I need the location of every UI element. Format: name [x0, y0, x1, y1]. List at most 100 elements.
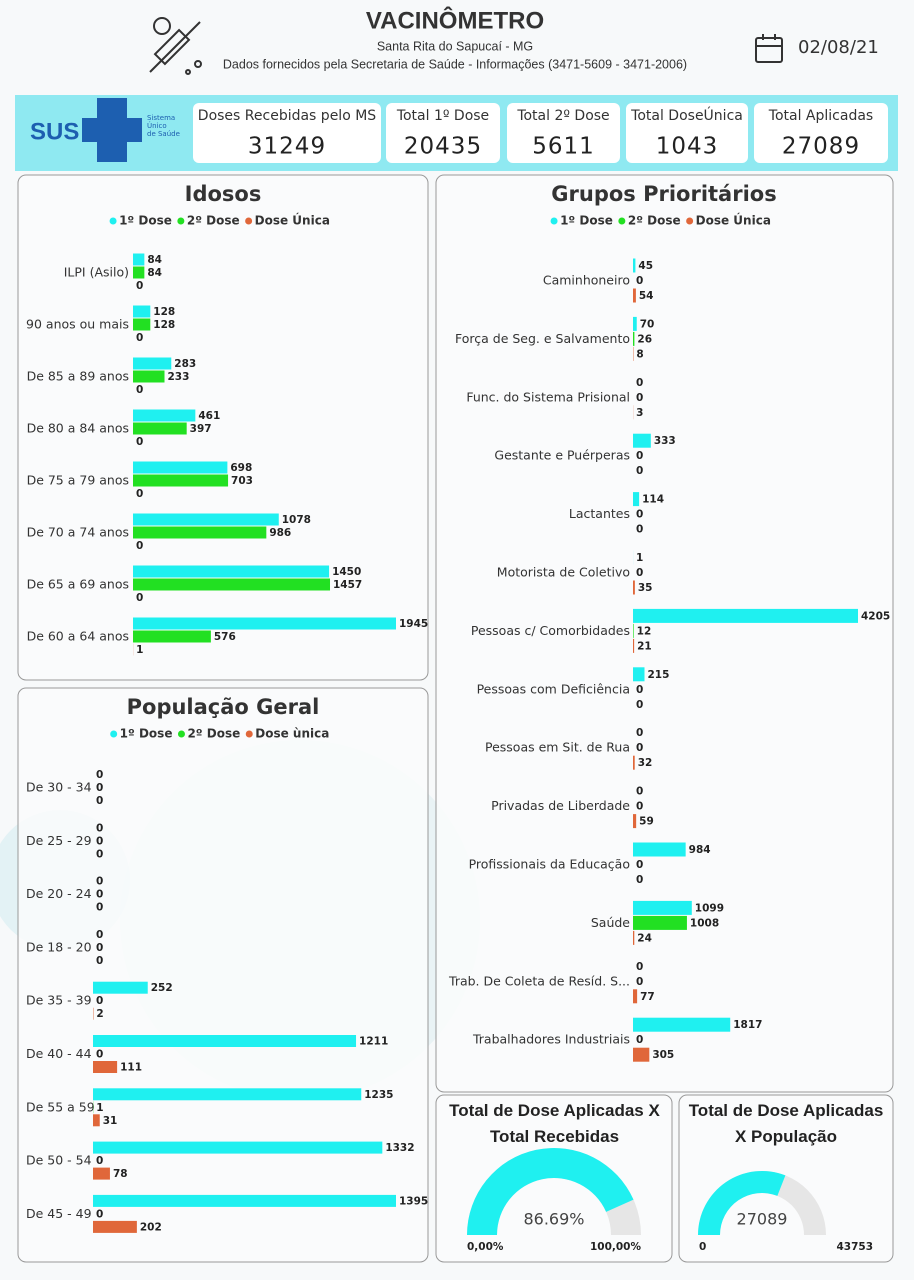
chart-title: Grupos Prioritários — [551, 182, 776, 206]
bar — [93, 1167, 110, 1180]
value-label: 0 — [96, 1049, 103, 1061]
legend-swatch — [177, 730, 185, 738]
bar — [133, 370, 165, 383]
bar — [633, 331, 635, 346]
bar — [133, 461, 228, 474]
legend: 1º Dose 2º Dose Dose Única — [109, 213, 330, 228]
legend-label: 2º Dose — [187, 727, 240, 741]
kpi-card — [507, 103, 620, 163]
gauge-max-label: 43753 — [836, 1241, 873, 1253]
kpi-label: Total 2º Dose — [516, 108, 609, 124]
bar — [133, 630, 211, 643]
gauge-min-label: 0 — [699, 1241, 706, 1253]
bar — [633, 1017, 731, 1032]
date: 02/08/21 — [798, 37, 879, 58]
value-label: 35 — [638, 582, 653, 594]
legend-swatch — [686, 217, 694, 225]
value-label: 1078 — [282, 514, 311, 526]
value-label: 0 — [636, 961, 643, 973]
value-label: 397 — [190, 423, 212, 435]
bar — [133, 422, 187, 435]
value-label: 12 — [637, 625, 652, 637]
panel — [17, 174, 429, 681]
legend-label: 1º Dose — [560, 214, 613, 228]
value-label: 0 — [96, 795, 103, 807]
value-label: 4205 — [861, 610, 890, 622]
title: VACINÔMETRO — [366, 6, 544, 34]
bar — [633, 755, 635, 770]
value-label: 1099 — [695, 902, 724, 914]
value-label: 0 — [136, 384, 143, 396]
bar — [93, 1035, 357, 1047]
value-label: 26 — [637, 333, 652, 345]
value-label: 0 — [636, 859, 643, 871]
category-label: Lactantes — [569, 506, 630, 521]
bar — [93, 1061, 118, 1073]
value-label: 1235 — [364, 1089, 393, 1101]
value-label: 128 — [153, 319, 175, 331]
category-label: Caminhoneiro — [543, 273, 630, 288]
value-label: 0 — [96, 876, 103, 888]
bar — [133, 617, 396, 630]
bar — [633, 814, 637, 829]
value-label: 0 — [636, 275, 643, 287]
bar — [633, 915, 687, 930]
value-label: 333 — [654, 435, 676, 447]
value-label: 45 — [638, 260, 653, 272]
value-label: 1008 — [690, 917, 719, 929]
category-label: De 25 - 29 — [26, 833, 92, 848]
value-label: 1211 — [359, 1036, 388, 1048]
bar — [133, 253, 145, 266]
value-label: 0 — [96, 995, 103, 1007]
value-label: 84 — [147, 254, 162, 266]
legend-label: 2º Dose — [187, 214, 240, 228]
subtitle: Santa Rita do Sapucaí - MG — [377, 39, 533, 53]
logo-cross — [82, 98, 142, 162]
bar — [633, 930, 635, 945]
value-label: 1945 — [399, 618, 428, 630]
bar — [633, 433, 651, 448]
legend: 1º Dose 2º Dose Dose ùnica — [110, 727, 329, 741]
category-label: Motorista de Coletivo — [497, 565, 630, 580]
value-label: 0 — [636, 742, 643, 754]
bar — [93, 1114, 100, 1127]
value-label: 0 — [636, 874, 643, 886]
bar — [633, 842, 686, 857]
value-label: 54 — [639, 290, 654, 302]
value-label: 0 — [636, 465, 643, 477]
legend-swatch — [618, 217, 626, 225]
category-label: Saúde — [591, 915, 630, 930]
bar — [633, 288, 636, 303]
value-label: 252 — [151, 982, 173, 994]
gauge-title: Total de Dose Aplicadas X Total Recebida… — [449, 1101, 660, 1146]
legend-label: 1º Dose — [120, 727, 173, 741]
category-label: Pessoas com Deficiência — [477, 681, 630, 696]
bar — [633, 667, 645, 682]
kpi-label: Total Aplicadas — [768, 108, 873, 124]
gauge-title: Total de Dose Aplicadas X População — [688, 1101, 884, 1146]
legend-swatch — [109, 217, 117, 225]
value-label: 1 — [96, 1102, 103, 1114]
category-label: Func. do Sistema Prisional — [466, 389, 630, 404]
gauge-fill — [698, 1170, 786, 1235]
bar — [633, 900, 692, 915]
value-label: 202 — [140, 1221, 162, 1233]
kpi-value: 31249 — [248, 134, 326, 160]
source: Dados fornecidos pela Secretaria de Saúd… — [223, 57, 687, 71]
legend-swatch — [550, 217, 558, 225]
category-label: De 30 - 34 — [26, 780, 92, 795]
value-label: 576 — [214, 631, 236, 643]
value-label: 0 — [636, 976, 643, 988]
bar — [133, 513, 279, 526]
logo-line: de Saúde — [147, 130, 180, 138]
value-label: 1457 — [333, 579, 362, 591]
logo-text: SUS — [30, 118, 79, 145]
bar — [633, 492, 640, 507]
bar — [133, 409, 196, 422]
kpi-label: Total DoseÚnica — [630, 106, 743, 124]
value-label: 698 — [230, 462, 252, 474]
legend-swatch — [110, 730, 118, 738]
kpi-label: Doses Recebidas pelo MS — [198, 108, 376, 124]
value-label: 0 — [636, 377, 643, 389]
legend-label: 2º Dose — [628, 214, 681, 228]
